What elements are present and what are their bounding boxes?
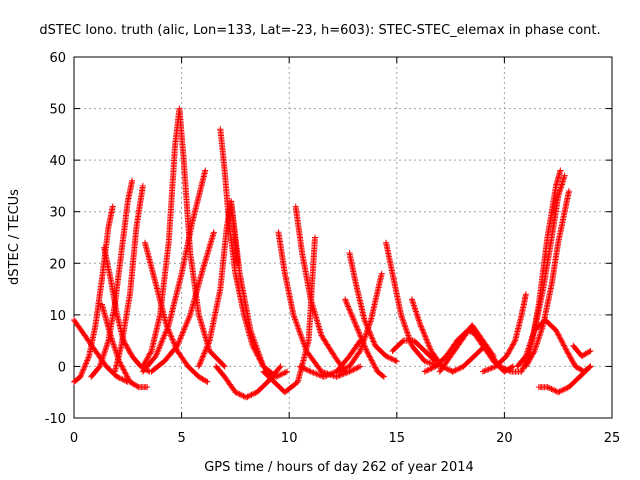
data-marker-trace bbox=[389, 337, 439, 365]
data-marker-trace bbox=[228, 198, 291, 380]
y-tick-label: 50 bbox=[49, 103, 66, 118]
y-tick-label: -10 bbox=[45, 412, 66, 427]
series-arc34 bbox=[535, 363, 594, 396]
x-tick-label: 20 bbox=[496, 431, 513, 446]
data-marker-trace bbox=[479, 291, 529, 375]
series-arc1 bbox=[71, 203, 116, 385]
data-marker-trace bbox=[335, 270, 385, 375]
series-arc21 bbox=[335, 270, 385, 375]
series-arc13 bbox=[228, 198, 291, 380]
series-arc19 bbox=[346, 250, 400, 365]
x-tick-label: 0 bbox=[70, 431, 78, 446]
series-arc14 bbox=[213, 363, 284, 401]
data-marker-trace bbox=[111, 182, 146, 375]
data-marker-trace bbox=[71, 317, 131, 385]
x-tick-label: 5 bbox=[177, 431, 185, 446]
series-arc10 bbox=[148, 229, 217, 375]
x-axis-label: GPS time / hours of day 262 of year 2014 bbox=[204, 460, 474, 475]
data-marker-trace bbox=[275, 229, 364, 380]
series-arc29 bbox=[479, 291, 529, 375]
series-arc15 bbox=[275, 229, 364, 380]
series-arc24 bbox=[389, 337, 439, 365]
series-arc17 bbox=[292, 203, 349, 375]
data-marker-trace bbox=[383, 239, 443, 370]
data-marker-trace bbox=[535, 363, 594, 396]
series-arc22 bbox=[383, 239, 443, 370]
y-axis-label: dSTEC / TECUs bbox=[7, 189, 22, 285]
y-tick-label: 20 bbox=[49, 257, 66, 272]
x-ticks: 0 5 10 15 20 25 bbox=[70, 57, 620, 446]
chart-title: dSTEC Iono. truth (alic, Lon=133, Lat=-2… bbox=[39, 23, 600, 38]
x-tick-label: 25 bbox=[604, 431, 621, 446]
data-marker-trace bbox=[213, 363, 284, 401]
y-tick-label: 0 bbox=[58, 360, 66, 375]
plot-frame bbox=[73, 56, 613, 419]
data-marker-trace bbox=[346, 250, 400, 365]
y-tick-label: 40 bbox=[49, 154, 66, 169]
series-arc5 bbox=[111, 182, 146, 375]
x-tick-label: 10 bbox=[281, 431, 298, 446]
data-points bbox=[71, 105, 594, 401]
data-marker-trace bbox=[292, 203, 349, 375]
data-marker-trace bbox=[139, 167, 209, 375]
y-tick-label: 30 bbox=[49, 206, 66, 221]
series-arc35 bbox=[570, 342, 594, 360]
y-tick-label: 60 bbox=[49, 51, 66, 66]
y-ticks: -10 0 10 20 30 40 50 60 bbox=[45, 51, 612, 427]
series-arc32 bbox=[522, 188, 572, 370]
series-arc7 bbox=[71, 317, 131, 385]
y-tick-label: 10 bbox=[49, 309, 66, 324]
series-arc9 bbox=[139, 167, 209, 375]
x-tick-label: 15 bbox=[389, 431, 406, 446]
data-marker-trace bbox=[522, 188, 572, 370]
data-marker-trace bbox=[71, 203, 116, 385]
data-marker-trace bbox=[570, 342, 594, 360]
data-marker-trace bbox=[148, 229, 217, 375]
